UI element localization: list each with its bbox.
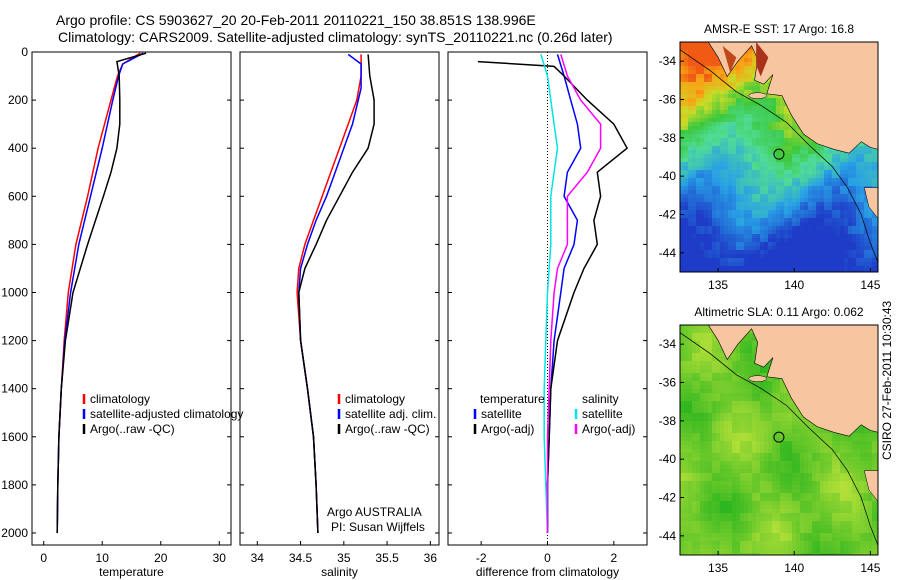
gulf — [756, 42, 769, 77]
argo-location-marker — [773, 431, 785, 443]
sla-map — [679, 324, 879, 556]
x-axis-label: salinity — [321, 565, 358, 579]
x-axis-label: temperature — [99, 565, 164, 579]
legend-diff-sal-argo-label: Argo(-adj) — [582, 422, 635, 436]
y-tick-label: -34 — [659, 54, 677, 68]
x-tick-label: 20 — [154, 551, 168, 565]
y-tick-label: 1400 — [1, 382, 28, 396]
y-tick-label: -40 — [659, 452, 677, 466]
x-tick-label: -2 — [476, 551, 487, 565]
legend-salinity-label: satellite adj. clim. — [345, 407, 436, 421]
legend-diff-temp-satellite-label: satellite — [481, 407, 522, 421]
x-tick-label: 140 — [784, 278, 804, 292]
map-title: Altimetric SLA: 0.11 Argo: 0.062 — [694, 305, 864, 319]
y-tick-label: -42 — [659, 208, 677, 222]
legend-diff-temperature-heading: temperature — [480, 392, 545, 406]
legend-diff-salinity-heading: salinity — [582, 392, 619, 406]
x-tick-label: 35 — [337, 551, 351, 565]
tasmania — [863, 470, 878, 502]
figure-title-line1: Argo profile: CS 5903627_20 20-Feb-2011 … — [56, 12, 536, 28]
shelf-contour — [680, 49, 878, 263]
x-tick-label: 35.5 — [375, 551, 399, 565]
map-title: AMSR-E SST: 17 Argo: 16.8 — [704, 22, 854, 36]
land — [707, 325, 878, 437]
y-tick-label: -34 — [659, 337, 677, 351]
tasmania — [863, 187, 878, 219]
x-tick-label: 34 — [251, 551, 265, 565]
x-tick-label: 140 — [784, 561, 804, 575]
y-tick-label: 1800 — [1, 478, 28, 492]
land — [707, 42, 878, 154]
y-tick-label: 1600 — [1, 430, 28, 444]
series-line — [540, 54, 559, 534]
x-tick-label: 0 — [544, 551, 551, 565]
x-tick-label: 34.5 — [289, 551, 313, 565]
y-tick-label: 1000 — [1, 285, 28, 299]
y-tick-label: -38 — [659, 131, 677, 145]
x-tick-label: 10 — [96, 551, 110, 565]
y-tick-label: -40 — [659, 169, 677, 183]
x-tick-label: 2 — [610, 551, 617, 565]
island — [748, 92, 767, 99]
x-tick-label: 145 — [860, 561, 880, 575]
y-tick-label: -44 — [659, 246, 677, 260]
x-axis-label: difference from climatology — [476, 565, 619, 579]
y-tick-label: -44 — [659, 529, 677, 543]
y-tick-label: 800 — [8, 237, 28, 251]
x-tick-label: 0 — [40, 551, 47, 565]
y-tick-label: 600 — [8, 189, 28, 203]
y-tick-label: 200 — [8, 93, 28, 107]
map-frame — [679, 324, 879, 556]
annotation: PI: Susan Wijffels — [331, 520, 425, 534]
legend-diff-sal-satellite-label: satellite — [582, 407, 623, 421]
series-line — [298, 54, 375, 534]
x-tick-label: 135 — [708, 278, 728, 292]
map-frame — [679, 41, 879, 273]
argo-location-marker — [773, 148, 785, 160]
figure-title-line2: Climatology: CARS2009. Satellite-adjuste… — [58, 29, 613, 45]
x-tick-label: 145 — [860, 278, 880, 292]
y-tick-label: 0 — [21, 45, 28, 59]
y-tick-label: 400 — [8, 141, 28, 155]
series-line — [546, 54, 602, 533]
island — [748, 375, 767, 382]
sst-map — [679, 41, 879, 273]
y-tick-label: -36 — [659, 93, 677, 107]
legend-salinity-label: Argo(..raw -QC) — [345, 422, 430, 436]
legend-temperature-label: Argo(..raw -QC) — [90, 422, 175, 436]
panel-frame — [31, 51, 232, 546]
x-tick-label: 30 — [213, 551, 227, 565]
y-tick-label: -36 — [659, 376, 677, 390]
x-tick-label: 36 — [424, 551, 438, 565]
y-tick-label: -42 — [659, 491, 677, 505]
shelf-contour — [680, 332, 878, 546]
map-field — [680, 325, 878, 555]
x-tick-label: 135 — [708, 561, 728, 575]
y-tick-label: -38 — [659, 414, 677, 428]
series-line — [56, 52, 147, 534]
legend-salinity-label: climatology — [345, 392, 405, 406]
legend-temperature-label: satellite-adjusted climatology — [90, 407, 243, 421]
series-line — [477, 60, 629, 533]
gulf — [722, 45, 737, 73]
legend-diff-temp-argo-label: Argo(-adj) — [481, 422, 534, 436]
panel-frame — [239, 51, 440, 546]
y-tick-label: 2000 — [1, 526, 28, 540]
legend-temperature-label: climatology — [90, 392, 150, 406]
y-tick-label: 1200 — [1, 334, 28, 348]
annotation: Argo AUSTRALIA — [327, 505, 422, 519]
map-field — [680, 42, 878, 272]
